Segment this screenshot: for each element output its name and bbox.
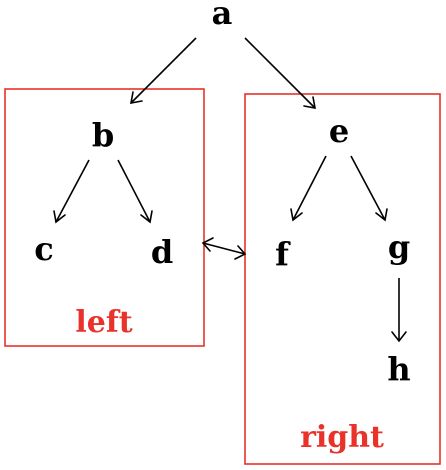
arrowhead-e-f [290,208,303,222]
arrowhead-a-e [303,96,316,109]
edge-a-b [130,37,197,104]
arrowhead-b-d [140,210,153,224]
edge-b-d [117,159,151,223]
edge-e-g [350,155,386,221]
right-group-label: right [300,420,384,455]
edge-d-f [202,242,246,255]
node-f: f [275,235,291,273]
left-group-box [4,88,205,347]
node-d: d [151,233,173,271]
arrowhead-d-f-end [234,245,247,260]
edge-b-c [55,159,90,223]
edge-e-f [292,155,327,221]
node-b: b [92,116,114,154]
arrowhead-g-h [391,331,407,343]
edges [53,37,407,343]
right-group-box [244,93,441,465]
node-a: a [212,0,233,32]
arrowhead-b-c [53,210,66,224]
arrowhead-e-g [375,208,388,222]
node-e: e [329,112,349,150]
arrowhead-d-f-start [201,237,214,252]
left-group-label: left [75,305,132,340]
node-h: h [387,350,410,388]
nodes: a b c d e f g h [34,0,410,388]
edge-a-e [244,37,316,109]
arrowhead-a-b [130,91,143,104]
node-c: c [34,230,53,268]
node-g: g [388,228,410,266]
